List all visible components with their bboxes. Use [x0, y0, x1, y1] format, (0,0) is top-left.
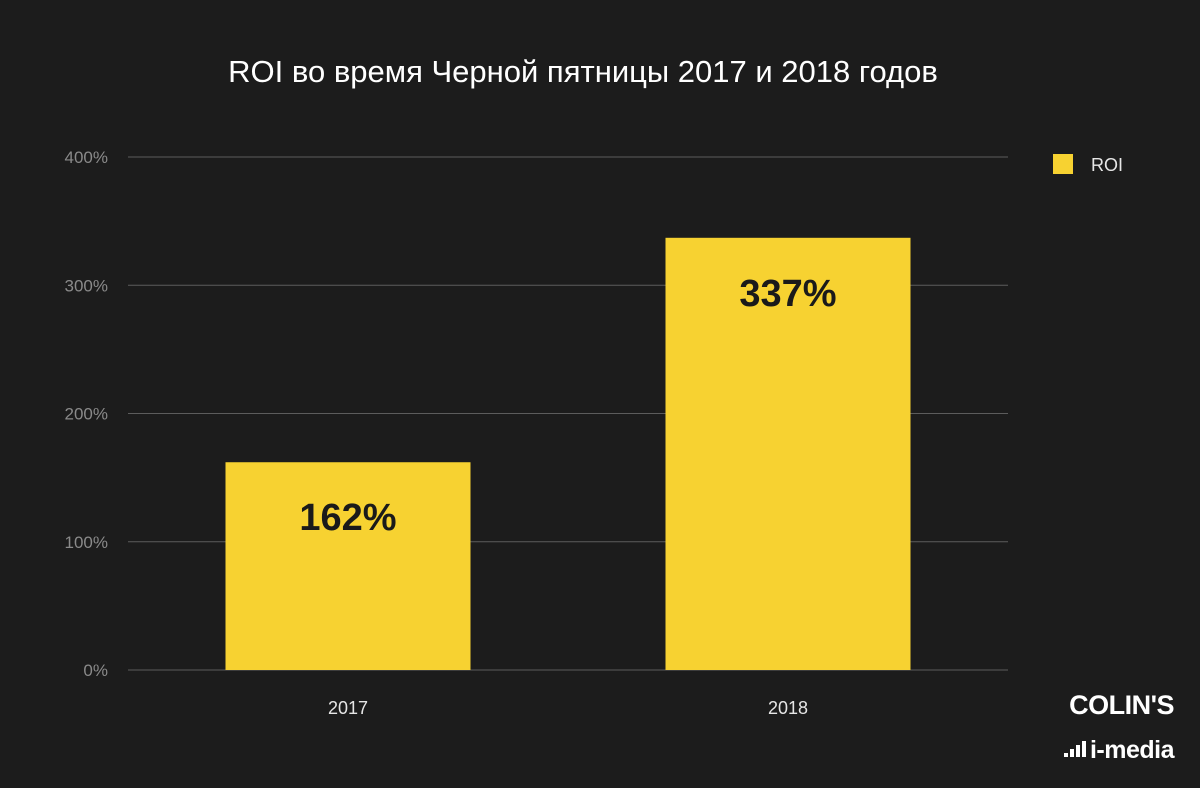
y-tick-label: 400%: [65, 148, 108, 167]
bar-2018: [665, 237, 911, 671]
legend-label-roi: ROI: [1091, 155, 1123, 175]
y-tick-label: 200%: [65, 405, 108, 424]
bar-2017: [225, 462, 471, 670]
x-axis-ticks: 2017 2018: [328, 698, 808, 718]
imedia-logo-text: i-media: [1089, 736, 1175, 764]
imedia-logo: i-media: [1063, 736, 1175, 765]
y-tick-label: 100%: [65, 533, 108, 552]
bar-value-label-2017: 162%: [299, 497, 396, 539]
legend-swatch-roi: [1053, 154, 1073, 174]
legend: ROI: [1053, 154, 1123, 175]
data-labels: 162% 337%: [299, 273, 836, 539]
imedia-bars-icon: [1063, 740, 1086, 757]
y-tick-label: 0%: [83, 661, 108, 680]
x-tick-label-2018: 2018: [768, 698, 808, 718]
chart-title: ROI во время Черной пятницы 2017 и 2018 …: [228, 54, 938, 89]
colins-logo: COLIN'S: [1069, 690, 1174, 720]
y-axis-ticks: 0% 100% 200% 300% 400%: [65, 148, 108, 680]
y-tick-label: 300%: [65, 276, 108, 295]
x-tick-label-2017: 2017: [328, 698, 368, 718]
bar-value-label-2018: 337%: [739, 273, 836, 315]
bars: [225, 237, 911, 671]
